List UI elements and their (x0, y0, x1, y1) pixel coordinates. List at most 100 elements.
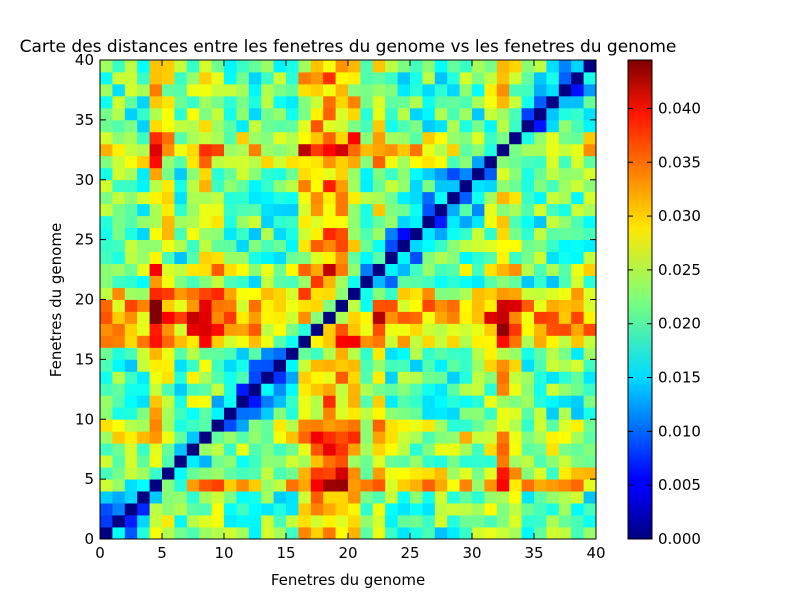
heatmap-cell (484, 395, 498, 408)
heatmap-cell (112, 167, 126, 181)
heatmap-cell (385, 167, 398, 181)
heatmap-cell (534, 335, 547, 348)
heatmap-cell (521, 395, 535, 408)
heatmap-cell (137, 515, 150, 528)
heatmap-cell (372, 335, 386, 348)
heatmap-cell (496, 95, 510, 109)
heatmap-cell (236, 71, 250, 85)
heatmap-cell (571, 131, 584, 145)
heatmap-cell (261, 191, 274, 205)
heatmap-cell (273, 491, 287, 504)
heatmap-cell (186, 179, 200, 193)
heatmap-cell (434, 179, 448, 193)
heatmap-cell (422, 60, 436, 73)
heatmap-cell (459, 191, 473, 205)
heatmap-cell (112, 443, 126, 456)
heatmap-cell (335, 347, 349, 360)
heatmap-cell (496, 443, 510, 456)
heatmap-cell (162, 239, 175, 253)
heatmap-cell (248, 419, 262, 432)
heatmap-cell (248, 359, 262, 372)
heatmap-cell (348, 299, 361, 312)
heatmap-cell (112, 251, 126, 264)
heatmap-cell (484, 431, 498, 444)
heatmap-cell (323, 455, 336, 468)
heatmap-cell (546, 443, 560, 456)
heatmap-cell (348, 467, 361, 480)
heatmap-cell (385, 479, 398, 492)
heatmap-cell (124, 119, 138, 133)
heatmap-cell (323, 371, 336, 384)
heatmap-cell (472, 323, 485, 336)
heatmap-cell (558, 527, 572, 540)
heatmap-cell (310, 287, 324, 300)
heatmap-cell (385, 203, 398, 217)
heatmap-cell (298, 455, 312, 468)
heatmap-cell (472, 299, 485, 312)
heatmap-cell (137, 491, 150, 504)
heatmap-cell (410, 455, 423, 468)
heatmap-cell (496, 431, 510, 444)
heatmap-cell (558, 479, 572, 492)
heatmap-cell (112, 299, 126, 312)
heatmap-cell (521, 467, 535, 480)
heatmap-cell (546, 263, 560, 276)
heatmap-cell (236, 275, 250, 288)
heatmap-cell (224, 95, 237, 109)
heatmap-cell (472, 515, 485, 528)
heatmap-cell (273, 479, 287, 492)
heatmap-cell (521, 455, 535, 468)
heatmap-cell (422, 95, 436, 109)
heatmap-cell (162, 107, 175, 121)
heatmap-cell (410, 491, 423, 504)
heatmap-cell (186, 131, 200, 145)
heatmap-cell (335, 287, 349, 300)
heatmap-cell (459, 359, 473, 372)
heatmap-cell (323, 60, 336, 73)
heatmap-cell (298, 479, 312, 492)
heatmap-cell (298, 107, 312, 121)
heatmap-cell (186, 383, 200, 396)
heatmap-cell (397, 311, 411, 324)
heatmap-cell (174, 203, 188, 217)
heatmap-cell (273, 323, 287, 336)
heatmap-cell (335, 323, 349, 336)
heatmap-cell (583, 263, 597, 276)
heatmap-cell (137, 455, 150, 468)
heatmap-cell (348, 215, 361, 229)
heatmap-cell (583, 275, 597, 288)
heatmap-cell (472, 311, 485, 324)
heatmap-cell (583, 203, 597, 217)
heatmap-cell (149, 251, 163, 264)
heatmap-cell (410, 263, 423, 276)
heatmap-cell (248, 371, 262, 384)
heatmap-cell (348, 491, 361, 504)
x-axis-ticks: 0 5 10 15 20 25 30 35 40 (95, 60, 606, 562)
colorbar-tick-label: 0.035 (658, 153, 701, 171)
heatmap-cell (558, 155, 572, 169)
heatmap-cell (124, 323, 138, 336)
heatmap-cell (459, 95, 473, 109)
heatmap-cell (298, 407, 312, 420)
heatmap-cell (124, 503, 138, 516)
heatmap-cell (447, 455, 460, 468)
heatmap-cell (521, 491, 535, 504)
heatmap-cell (484, 203, 498, 217)
heatmap-cell (310, 215, 324, 229)
heatmap-cell (224, 215, 237, 229)
heatmap-cell (224, 131, 237, 145)
heatmap-cell (434, 263, 448, 276)
colorbar-ticks: 0.0000.0050.0100.0150.0200.0250.0300.035… (628, 99, 701, 548)
heatmap-cell (472, 143, 485, 157)
heatmap-cell (546, 467, 560, 480)
heatmap-cell (149, 323, 163, 336)
heatmap-cell (397, 515, 411, 528)
heatmap-cell (112, 60, 126, 73)
heatmap-cell (112, 311, 126, 324)
heatmap-cell (484, 527, 498, 540)
heatmap-cell (397, 419, 411, 432)
y-tick-label: 40 (75, 51, 94, 69)
heatmap-cell (459, 239, 473, 253)
heatmap-cell (422, 83, 436, 97)
heatmap-cell (534, 515, 547, 528)
